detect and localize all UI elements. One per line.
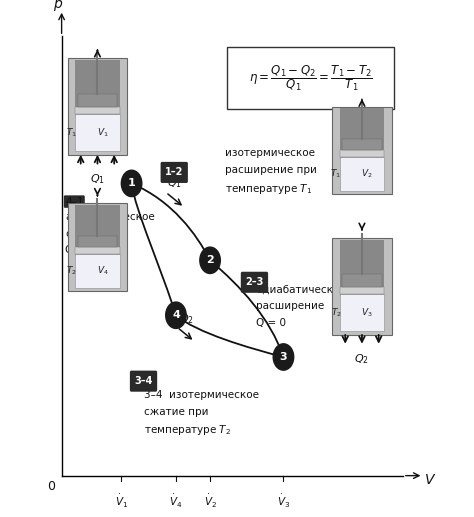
Text: температуре $T_1$: температуре $T_1$	[226, 181, 312, 195]
Text: $Q_2$: $Q_2$	[179, 312, 194, 326]
FancyBboxPatch shape	[78, 236, 118, 247]
Text: $V_3$: $V_3$	[362, 307, 373, 319]
Text: $Q_1$: $Q_1$	[90, 172, 105, 186]
Circle shape	[200, 247, 220, 273]
FancyBboxPatch shape	[78, 94, 118, 107]
Text: 2: 2	[206, 255, 214, 265]
FancyBboxPatch shape	[342, 139, 382, 150]
Text: сжатие: сжатие	[65, 229, 106, 239]
Text: $Q_2$: $Q_2$	[355, 353, 369, 366]
FancyBboxPatch shape	[75, 205, 119, 256]
Text: изотермическое: изотермическое	[226, 148, 315, 158]
Text: $\dot{V}_4$: $\dot{V}_4$	[169, 493, 182, 510]
Text: $V$: $V$	[424, 473, 437, 487]
Text: $Q_1$: $Q_1$	[167, 176, 182, 190]
FancyBboxPatch shape	[68, 58, 128, 155]
Text: 0: 0	[47, 480, 55, 493]
Text: 3–4  изотермическое: 3–4 изотермическое	[144, 390, 258, 400]
Text: 4–1: 4–1	[65, 196, 83, 207]
FancyBboxPatch shape	[332, 238, 392, 335]
Text: температуре $T_2$: температуре $T_2$	[144, 423, 230, 437]
FancyBboxPatch shape	[82, 217, 109, 238]
Text: расширение: расширение	[256, 301, 324, 311]
FancyBboxPatch shape	[75, 114, 119, 151]
Text: сжатие при: сжатие при	[144, 407, 208, 417]
Text: $V_1$: $V_1$	[97, 126, 109, 139]
Text: $\eta = \dfrac{Q_1 - Q_2}{Q_1} = \dfrac{T_1 - T_2}{T_1}$: $\eta = \dfrac{Q_1 - Q_2}{Q_1} = \dfrac{…	[249, 63, 373, 93]
FancyBboxPatch shape	[340, 294, 384, 331]
Text: $\dot{V}_3$: $\dot{V}_3$	[277, 493, 290, 510]
FancyBboxPatch shape	[227, 47, 394, 109]
FancyBboxPatch shape	[130, 371, 157, 392]
Text: $\dot{V}_2$: $\dot{V}_2$	[203, 493, 217, 510]
Circle shape	[121, 170, 142, 196]
Circle shape	[273, 344, 294, 370]
Text: $p$: $p$	[53, 0, 64, 13]
Text: $T_2$: $T_2$	[330, 307, 341, 319]
FancyBboxPatch shape	[340, 108, 384, 159]
Text: $T_1$: $T_1$	[330, 168, 341, 180]
FancyBboxPatch shape	[75, 254, 119, 287]
FancyBboxPatch shape	[75, 60, 119, 116]
FancyBboxPatch shape	[241, 272, 268, 293]
Text: $T_1$: $T_1$	[66, 126, 77, 139]
Text: 1: 1	[128, 178, 136, 188]
FancyBboxPatch shape	[340, 158, 384, 191]
Text: $\dot{V}_1$: $\dot{V}_1$	[115, 493, 128, 510]
FancyBboxPatch shape	[340, 240, 384, 296]
Text: 4–1: 4–1	[87, 222, 105, 232]
FancyBboxPatch shape	[68, 203, 128, 291]
Circle shape	[166, 302, 186, 328]
Text: 3–4: 3–4	[134, 376, 153, 386]
FancyBboxPatch shape	[340, 286, 384, 294]
FancyBboxPatch shape	[75, 107, 119, 114]
Text: 2–3: 2–3	[245, 277, 264, 287]
Text: Q = 0: Q = 0	[256, 318, 286, 328]
Text: адиабатическое: адиабатическое	[65, 212, 155, 222]
FancyBboxPatch shape	[342, 274, 382, 286]
FancyBboxPatch shape	[75, 247, 119, 254]
Text: Q = 0: Q = 0	[65, 246, 95, 255]
Text: $V_2$: $V_2$	[362, 168, 373, 180]
FancyBboxPatch shape	[332, 107, 392, 194]
Text: адиабатическое: адиабатическое	[256, 284, 346, 295]
FancyBboxPatch shape	[340, 150, 384, 158]
Text: 4: 4	[172, 310, 180, 320]
FancyBboxPatch shape	[161, 162, 188, 183]
Text: 3: 3	[280, 352, 287, 362]
Text: 1–2: 1–2	[165, 168, 183, 177]
Text: $T_2$: $T_2$	[66, 265, 77, 277]
Text: расширение при: расширение при	[226, 165, 317, 175]
Text: $V_4$: $V_4$	[97, 265, 109, 277]
